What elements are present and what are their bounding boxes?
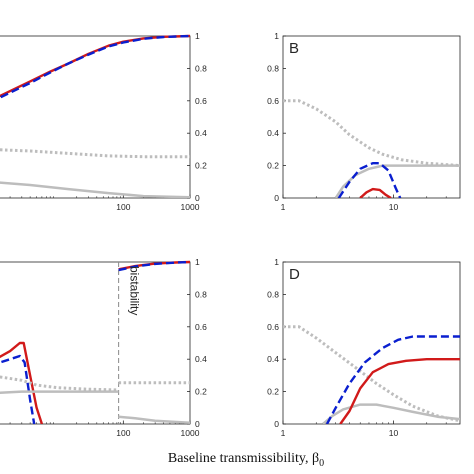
y-tick-label: 0.4	[195, 354, 207, 364]
x-axis-label: Baseline transmissibility, β0	[168, 451, 324, 469]
plot-area	[0, 260, 190, 424]
x-tick-label: 100	[116, 428, 130, 438]
y-tick-label: 0	[195, 193, 200, 203]
y-tick-label: 0	[195, 419, 200, 429]
y-tick-label: 0.2	[267, 161, 279, 171]
y-tick-label: 0.6	[195, 322, 207, 332]
panel-b: 0 0.2 0.4 0.6 0.8 1 1 10 B	[267, 31, 461, 212]
x-tick-label: 1000	[181, 428, 200, 438]
panel-a: 0 0.2 0.4 0.6 0.8 1 100 1000	[0, 31, 207, 212]
panel-letter: B	[289, 40, 299, 57]
series-line-red-solid	[0, 341, 44, 424]
x-tick-label: 100	[116, 202, 130, 212]
x-tick-label: 1	[281, 202, 286, 212]
plot-area	[283, 325, 460, 424]
series-line-blue-dashed	[337, 162, 402, 198]
series-line-gray-solid	[334, 164, 460, 198]
panel-d: 0 0.2 0.4 0.6 0.8 1 1 10 D	[267, 257, 461, 438]
y-tick-label: 0	[274, 193, 279, 203]
panel-letter: D	[289, 266, 300, 283]
series-line-gray-dotted	[283, 99, 460, 168]
y-tick-label: 0.4	[195, 128, 207, 138]
series-line-gray-dotted	[0, 148, 190, 159]
series-line-gray-dotted	[0, 375, 119, 392]
y-tick-label: 0.6	[267, 96, 279, 106]
panel-c: 0 0.2 0.4 0.6 0.8 1 100 1000 bistability	[0, 257, 207, 438]
y-tick-label: 0.8	[267, 289, 279, 299]
axes-frame	[282, 261, 461, 425]
y-tick-label: 0.2	[195, 161, 207, 171]
y-tick-label: 0.8	[195, 289, 207, 299]
axes-frame	[0, 35, 191, 199]
axes-frame	[0, 261, 191, 425]
y-tick-label: 0.6	[267, 322, 279, 332]
series-line-red-solid	[359, 187, 392, 198]
y-tick-label: 1	[274, 31, 279, 41]
bistability-label: bistability	[128, 266, 142, 315]
plot-area	[283, 99, 460, 198]
series-line-blue-dashed	[325, 335, 460, 424]
series-line-red-solid	[0, 34, 190, 98]
y-tick-label: 0.8	[267, 63, 279, 73]
y-tick-label: 1	[195, 257, 200, 267]
x-axis-label-subscript: 0	[319, 458, 324, 469]
y-tick-label: 0.8	[195, 63, 207, 73]
plot-area	[0, 34, 190, 198]
series-line-gray-solid	[322, 403, 460, 424]
x-tick-label: 1000	[181, 202, 200, 212]
series-line-blue-dashed	[118, 260, 190, 272]
y-tick-label: 0.2	[267, 387, 279, 397]
series-line-blue-dashed	[0, 34, 190, 99]
axes-frame	[282, 35, 461, 199]
series-line-blue-dashed	[0, 354, 36, 424]
y-tick-label: 0.4	[267, 128, 279, 138]
series-line-gray-solid	[0, 181, 190, 198]
series-line-gray-solid	[0, 390, 119, 394]
y-tick-label: 0.2	[195, 387, 207, 397]
series-line-red-solid	[339, 358, 460, 424]
x-tick-label: 1	[281, 428, 286, 438]
x-tick-label: 10	[389, 202, 399, 212]
series-line-gray-solid	[118, 415, 190, 424]
x-tick-label: 10	[389, 428, 399, 438]
y-tick-label: 0	[274, 419, 279, 429]
y-tick-label: 1	[274, 257, 279, 267]
y-tick-label: 0.4	[267, 354, 279, 364]
series-line-gray-dotted	[283, 325, 460, 423]
y-tick-label: 1	[195, 31, 200, 41]
y-tick-label: 0.6	[195, 96, 207, 106]
